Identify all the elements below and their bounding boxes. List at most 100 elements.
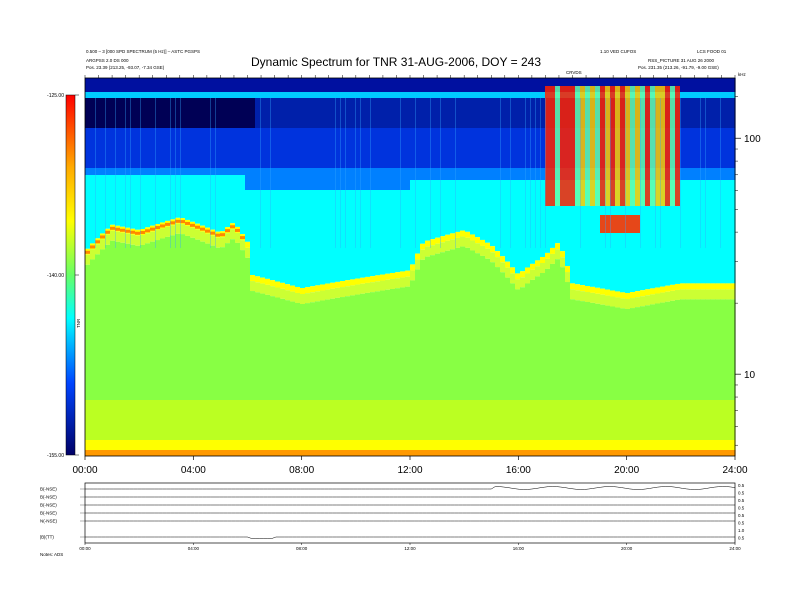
spectrogram-column	[665, 78, 671, 456]
spectrogram-column	[460, 78, 466, 456]
panel-x-tick-label: 16:00	[513, 546, 525, 551]
spectrogram-column	[175, 78, 181, 456]
spectrogram-column	[270, 78, 276, 456]
spectrogram-column	[505, 78, 511, 456]
panel-label: B(-NSE)	[40, 511, 57, 516]
spectrogram-column	[100, 78, 106, 456]
spectrogram-column	[500, 78, 506, 456]
x-tick-label: 08:00	[289, 465, 314, 476]
header-left-line3: Pos. 23.39 (213.25, -93.07, -7.34 GSE)	[86, 65, 165, 70]
x-tick-label: 00:00	[72, 465, 97, 476]
spectrogram-column	[360, 78, 366, 456]
spectrogram-column	[570, 78, 576, 456]
spectrogram-column	[155, 78, 161, 456]
colorbar-tick-label: -155.00	[47, 453, 64, 459]
colorbar	[65, 94, 76, 456]
spectrogram-column	[265, 78, 271, 456]
spectrogram-column	[130, 78, 136, 456]
spectrogram-column	[255, 78, 261, 456]
header-right-line3: Pos. 231.35 (213.26, -91.79, -9.00 GSE)	[638, 65, 719, 70]
spectrogram-column	[385, 78, 391, 456]
y-unit-label: kHz	[738, 72, 746, 77]
spectrogram-column	[680, 78, 686, 456]
spectrogram-column	[240, 78, 246, 456]
panel-x-tick-label: 24:00	[729, 546, 741, 551]
spectrogram-column	[170, 78, 176, 456]
spectrogram-column	[525, 78, 531, 456]
spectrogram-column	[380, 78, 386, 456]
spectrogram-column	[515, 78, 521, 456]
panel-x-tick-label: 00:00	[79, 546, 91, 551]
panel-trace	[85, 486, 736, 490]
spectrogram-column	[720, 78, 726, 456]
spectrogram-column	[230, 78, 236, 456]
spectrogram-column	[195, 78, 201, 456]
spectrogram-column	[235, 78, 241, 456]
spectrogram-column	[475, 78, 481, 456]
y-axis: 10 100	[735, 96, 761, 446]
spectrogram-column	[330, 78, 336, 456]
x-tick-label: 04:00	[181, 465, 206, 476]
panel-label: B(-NSE)	[40, 487, 57, 492]
spectrogram-column	[315, 78, 321, 456]
panel-label: |B|(TT)	[40, 535, 54, 540]
header-right-line2: RSS_PICTURE 31 AUG 26 2000	[648, 58, 715, 63]
spectrogram-column	[565, 78, 571, 456]
spectrogram-column	[610, 78, 616, 456]
spectrogram-column	[635, 78, 641, 456]
spectrogram-column	[140, 78, 146, 456]
spectrogram-column	[535, 78, 541, 456]
spectrogram-column	[135, 78, 141, 456]
panel-x-tick-label: 12:00	[404, 546, 416, 551]
panel-right-label: 0.5	[738, 483, 745, 488]
spectrogram-column	[545, 78, 551, 456]
spectrogram-column	[185, 78, 191, 456]
spectrogram-column	[405, 78, 411, 456]
spectrogram-column	[540, 78, 546, 456]
panel-right-label: 0.5	[738, 506, 745, 511]
panel-x-tick-label: 20:00	[621, 546, 633, 551]
panel-right-label: 0.5	[738, 536, 745, 541]
spectrogram-column	[455, 78, 461, 456]
spectrogram-column	[550, 78, 556, 456]
spectrogram-column	[585, 78, 591, 456]
spectrogram-column	[510, 78, 516, 456]
spectrogram-column	[710, 78, 716, 456]
spectrogram-column	[490, 78, 496, 456]
spectrogram-column	[410, 78, 416, 456]
spectrogram-column	[85, 78, 91, 456]
spectrogram-column	[250, 78, 256, 456]
spectrogram-column	[400, 78, 406, 456]
spectrogram-column	[485, 78, 491, 456]
spectrogram-column	[690, 78, 696, 456]
spectrogram-column	[220, 78, 226, 456]
spectrogram-column	[730, 78, 736, 456]
spectrogram-column	[335, 78, 341, 456]
spectrogram-column	[180, 78, 186, 456]
spectrogram-column	[580, 78, 586, 456]
spectrogram-column	[350, 78, 356, 456]
spectrogram-column	[225, 78, 231, 456]
spectrogram-column	[150, 78, 156, 456]
x-tick-label: 24:00	[722, 465, 747, 476]
colorbar-tick-label: -125.00	[47, 93, 64, 99]
panel-right-label: 1.0	[738, 528, 745, 533]
spectrogram-column	[205, 78, 211, 456]
spectrogram-column	[285, 78, 291, 456]
spectrogram-column	[685, 78, 691, 456]
spectrogram-column	[705, 78, 711, 456]
spectrogram-column	[320, 78, 326, 456]
spectrogram-column	[300, 78, 306, 456]
spectrogram-column	[470, 78, 476, 456]
panel-right-label: 0.5	[738, 498, 745, 503]
panel-label: B(-NSE)	[40, 503, 57, 508]
panel-trace	[85, 536, 735, 539]
spectrogram-column	[90, 78, 96, 456]
spectrogram-column	[660, 78, 666, 456]
colorbar-ticks: -125.00 -140.00 -155.00	[47, 93, 79, 459]
header-center-small: CRVDS	[566, 70, 582, 75]
spectrogram-column	[640, 78, 646, 456]
spectrogram-column	[575, 78, 581, 456]
spectrogram-column	[655, 78, 661, 456]
header-left-line1: 0.500 – 3 [000 SPD SPECTRUM (5 Hz)] – AS…	[86, 49, 201, 54]
